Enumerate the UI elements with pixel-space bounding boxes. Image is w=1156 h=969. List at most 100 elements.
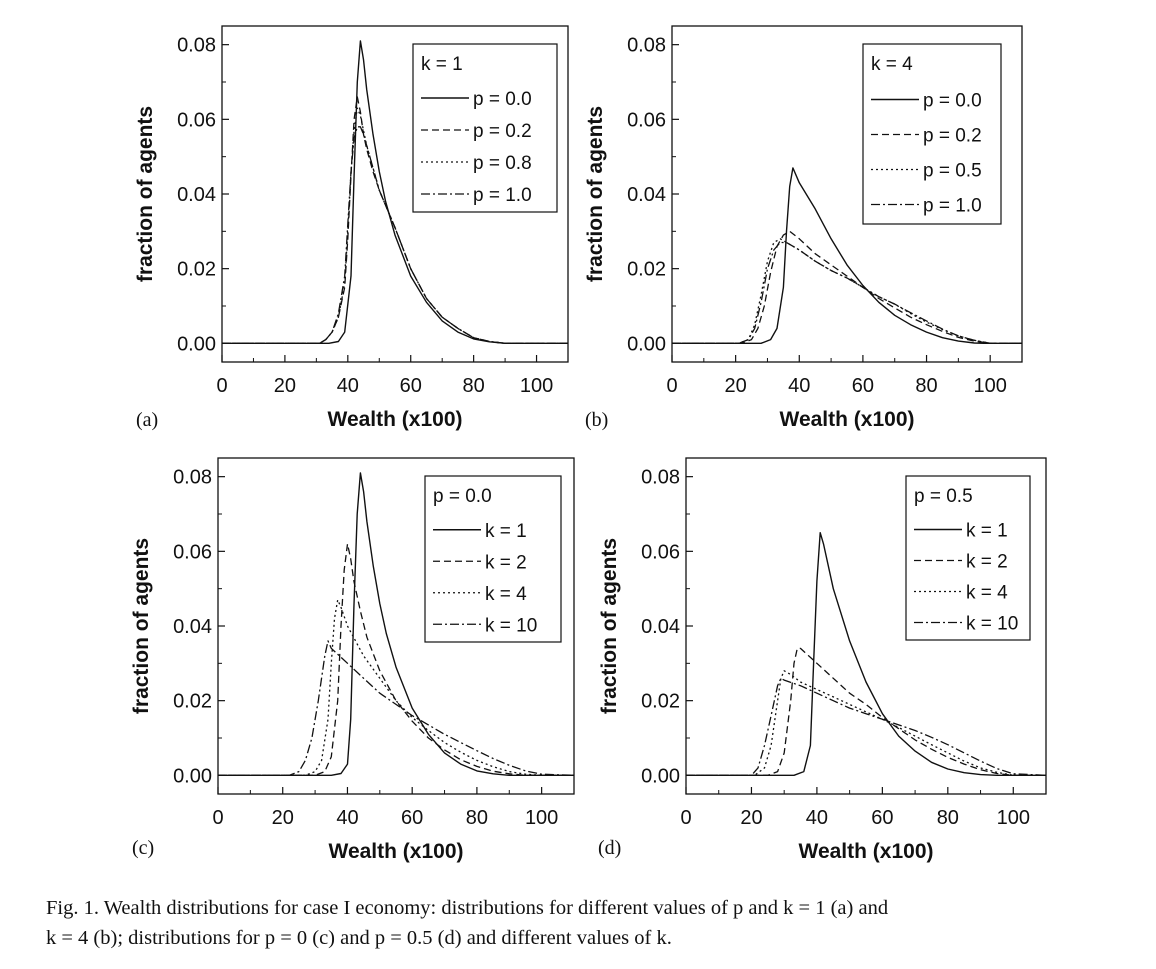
y-tick-label: 0.00 (177, 333, 216, 355)
x-tick-label: 0 (680, 807, 691, 829)
series-line (222, 40, 568, 344)
chart-panel-2: 0 20 40 60 80 100 0.00 0.02 0.04 0.06 0.08 Wealth (… (584, 25, 1023, 431)
x-axis-title: Wealth (x100) (780, 408, 915, 431)
y-tick-label: 0.06 (627, 109, 666, 131)
series-line (686, 677, 1047, 776)
legend-label: k = 2 (485, 552, 527, 573)
series-line (218, 640, 575, 776)
legend-box (424, 475, 562, 643)
x-tick-label: 0 (666, 375, 677, 397)
x-tick-label: 100 (520, 375, 553, 397)
x-tick-label: 40 (336, 807, 358, 829)
x-tick-label: 80 (937, 807, 959, 829)
legend-label: p = 0.5 (923, 161, 982, 182)
y-tick-label: 0.00 (641, 765, 680, 787)
x-tick-label: 60 (871, 807, 893, 829)
legend-label: k = 2 (966, 552, 1008, 573)
x-tick-label: 60 (400, 375, 422, 397)
series-line (672, 230, 1022, 344)
y-axis-title: fraction of agents (598, 538, 621, 714)
x-tick-label: 60 (852, 375, 874, 397)
legend-title: p = 0.5 (914, 486, 973, 507)
legend-label: p = 1.0 (923, 196, 982, 217)
series-line (218, 543, 574, 776)
x-tick-label: 40 (806, 807, 828, 829)
chart-panel-3: 0 20 40 60 80 100 0.00 0.02 0.04 0.06 0.08 Wealth (… (130, 457, 575, 863)
y-tick-label: 0.04 (627, 184, 666, 206)
series-line (218, 472, 574, 776)
legend-title: k = 1 (421, 54, 463, 75)
legend-title: k = 4 (871, 54, 913, 75)
legend-label: k = 4 (966, 583, 1008, 604)
series-line (222, 126, 568, 344)
legend-label: k = 1 (966, 521, 1008, 542)
legend-label: k = 4 (485, 584, 527, 605)
panel-tag: (c) (132, 837, 154, 859)
legend-label: p = 0.0 (473, 89, 532, 110)
x-tick-label: 100 (997, 807, 1030, 829)
y-tick-label: 0.02 (173, 691, 212, 713)
y-tick-label: 0.06 (177, 109, 216, 131)
series-line (218, 599, 574, 776)
y-tick-label: 0.04 (177, 184, 216, 206)
legend-box (905, 475, 1031, 641)
y-tick-label: 0.08 (177, 35, 216, 57)
legend-label: k = 10 (966, 614, 1018, 635)
legend-label: p = 0.0 (923, 91, 982, 112)
y-tick-label: 0.08 (641, 467, 680, 489)
legend-label: p = 1.0 (473, 185, 532, 206)
y-tick-label: 0.04 (641, 616, 680, 638)
x-tick-label: 100 (973, 375, 1006, 397)
y-axis-title: fraction of agents (134, 106, 157, 282)
panel-tag: (a) (136, 409, 158, 431)
y-tick-label: 0.08 (173, 467, 212, 489)
legend-label: k = 1 (485, 521, 527, 542)
legend-box (412, 43, 558, 213)
y-tick-label: 0.00 (627, 333, 666, 355)
y-tick-label: 0.06 (641, 541, 680, 563)
y-tick-label: 0.02 (177, 259, 216, 281)
legend-title: p = 0.0 (433, 486, 492, 507)
series-line (672, 241, 1022, 344)
x-tick-label: 20 (272, 807, 294, 829)
x-tick-label: 20 (740, 807, 762, 829)
caption-line-2: k = 4 (b); distributions for p = 0 (c) a… (46, 927, 672, 949)
y-tick-label: 0.02 (641, 691, 680, 713)
legend-label: p = 0.2 (923, 126, 982, 147)
panel-tag: (b) (585, 409, 608, 431)
x-tick-label: 0 (216, 375, 227, 397)
x-tick-label: 60 (401, 807, 423, 829)
series-line (686, 670, 1046, 776)
chart-panel-1: 0 20 40 60 80 100 0.00 0.02 0.04 0.06 0.08 Wealth (… (134, 25, 569, 431)
series-line (686, 532, 1046, 776)
x-tick-label: 40 (337, 375, 359, 397)
figure-panels: 0 20 40 60 80 100 0.00 0.02 0.04 0.06 0.08 Wealth (… (130, 25, 1047, 863)
legend-label: p = 0.8 (473, 153, 532, 174)
x-tick-label: 80 (915, 375, 937, 397)
x-tick-label: 20 (725, 375, 747, 397)
y-axis-title: fraction of agents (584, 106, 607, 282)
figure-caption: Fig. 1. Wealth distributions for case I … (46, 893, 1126, 953)
y-tick-label: 0.06 (173, 541, 212, 563)
y-axis-title: fraction of agents (130, 538, 153, 714)
legend-label: k = 10 (485, 615, 537, 636)
y-tick-label: 0.00 (173, 765, 212, 787)
x-axis-title: Wealth (x100) (328, 408, 463, 431)
y-tick-label: 0.08 (627, 35, 666, 57)
x-axis-title: Wealth (x100) (799, 840, 934, 863)
panel-tag: (d) (598, 837, 621, 859)
y-tick-label: 0.02 (627, 259, 666, 281)
caption-line-1: Fig. 1. Wealth distributions for case I … (46, 897, 889, 919)
x-tick-label: 20 (274, 375, 296, 397)
x-tick-label: 100 (525, 807, 558, 829)
x-tick-label: 80 (463, 375, 485, 397)
x-tick-label: 0 (212, 807, 223, 829)
chart-panel-4: 0 20 40 60 80 100 0.00 0.02 0.04 0.06 0.08 Wealth (… (598, 457, 1047, 863)
y-tick-label: 0.04 (173, 616, 212, 638)
series-line (672, 167, 1022, 344)
series-line (686, 647, 1046, 776)
series-line (672, 238, 1022, 344)
x-tick-label: 80 (466, 807, 488, 829)
x-axis-title: Wealth (x100) (329, 840, 464, 863)
legend-label: p = 0.2 (473, 121, 532, 142)
